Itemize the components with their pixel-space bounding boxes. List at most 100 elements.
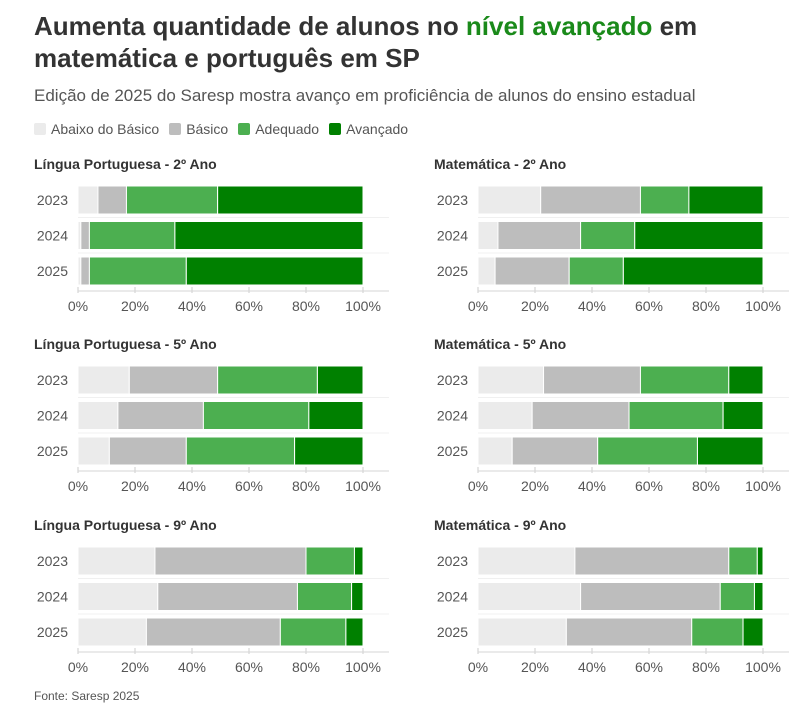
y-category-label: 2023	[437, 192, 468, 208]
source-note: Fonte: Saresp 2025	[34, 689, 140, 703]
legend-label: Avançado	[346, 121, 409, 137]
x-tick-label: 80%	[692, 298, 720, 314]
bar-segment	[77, 617, 147, 647]
x-tick-label: 100%	[345, 298, 381, 314]
y-category-label: 2023	[37, 192, 68, 208]
bar-segment	[154, 546, 307, 576]
bar-segment	[477, 617, 567, 647]
bar-segment	[634, 221, 764, 250]
bar-segment	[722, 401, 764, 430]
chart-title-mat-9: Matemática - 9º Ano	[434, 517, 567, 533]
y-category-label: 2024	[437, 408, 468, 424]
bar-segment	[88, 221, 176, 250]
x-tick-label: 60%	[235, 659, 263, 675]
x-tick-label: 40%	[178, 298, 206, 314]
bar-segment	[580, 582, 721, 611]
chart-lp-2ano: 0% 20% 40% 60% 80% 100% 2023 2024 2025	[37, 185, 389, 314]
y-category-label: 2025	[437, 624, 468, 640]
bar-segment	[688, 185, 764, 215]
y-category-label: 2024	[437, 228, 468, 244]
bar-segment	[308, 401, 364, 430]
chart-title-lp-5: Língua Portuguesa - 5º Ano	[34, 336, 217, 352]
bar-segment	[494, 256, 570, 286]
bar-segment	[125, 185, 219, 215]
legend-label: Abaixo do Básico	[51, 121, 160, 137]
bar-segment	[80, 221, 90, 250]
x-tick-label: 100%	[745, 478, 781, 494]
title-part-1: Aumenta quantidade de alunos no	[34, 11, 466, 41]
title-part-2: em matemática e português em SP	[34, 11, 698, 73]
chart-lp-9ano: 0% 20% 40% 60% 80% 100% 2023 2024 2025	[37, 546, 389, 675]
x-tick-label: 100%	[745, 659, 781, 675]
bar-segment	[477, 365, 545, 395]
x-tick-label: 80%	[692, 659, 720, 675]
bar-segment	[97, 185, 127, 215]
bar-segment	[77, 582, 159, 611]
x-tick-label: 60%	[635, 298, 663, 314]
y-category-label: 2025	[37, 624, 68, 640]
chart-mat-2ano: 0% 20% 40% 60% 80% 100% 2023 2024 2025	[437, 185, 789, 314]
x-tick-label: 0%	[468, 659, 488, 675]
bar-segment	[77, 546, 156, 576]
bar-segment	[574, 546, 730, 576]
bar-segment	[185, 436, 296, 466]
bar-segment	[202, 401, 310, 430]
bar-segment	[174, 221, 364, 250]
chart-mat-9ano: 0% 20% 40% 60% 80% 100% 2023 2024 2025	[437, 546, 789, 675]
x-tick-label: 80%	[292, 478, 320, 494]
page-subtitle: Edição de 2025 do Saresp mostra avanço e…	[34, 86, 696, 105]
y-category-label: 2025	[437, 263, 468, 279]
bar-segment	[294, 436, 364, 466]
x-tick-label: 20%	[521, 659, 549, 675]
bar-segment	[128, 365, 219, 395]
x-tick-label: 60%	[235, 478, 263, 494]
y-category-label: 2024	[437, 589, 468, 605]
chart-title-lp-9: Língua Portuguesa - 9º Ano	[34, 517, 217, 533]
bar-segment	[353, 546, 364, 576]
x-tick-label: 60%	[235, 298, 263, 314]
chart-title-lp-2: Língua Portuguesa - 2º Ano	[34, 156, 217, 172]
page-title: Aumenta quantidade de alunos no nível av…	[34, 10, 794, 74]
x-tick-label: 20%	[121, 478, 149, 494]
bar-segment	[157, 582, 298, 611]
bar-segment	[477, 221, 499, 250]
x-tick-label: 80%	[292, 298, 320, 314]
bar-segment	[597, 436, 698, 466]
y-category-label: 2023	[37, 553, 68, 569]
legend-item-abaixo: Abaixo do Básico	[34, 121, 159, 137]
bar-segment	[108, 436, 187, 466]
x-tick-label: 0%	[68, 659, 88, 675]
bar-segment	[622, 256, 764, 286]
bar-segment	[185, 256, 364, 286]
bar-segment	[639, 365, 730, 395]
y-category-label: 2025	[437, 443, 468, 459]
bar-segment	[117, 401, 204, 430]
y-category-label: 2024	[37, 589, 68, 605]
bar-segment	[568, 256, 624, 286]
x-tick-label: 40%	[178, 478, 206, 494]
y-category-label: 2024	[37, 408, 68, 424]
bar-segment	[279, 617, 347, 647]
chart-title-mat-5: Matemática - 5º Ano	[434, 336, 567, 352]
bar-segment	[351, 582, 364, 611]
bar-segment	[628, 401, 724, 430]
bar-segment	[728, 546, 758, 576]
bar-segment	[477, 582, 582, 611]
legend-swatch	[238, 123, 251, 135]
bar-segment	[719, 582, 755, 611]
chart-lp-5ano: 0% 20% 40% 60% 80% 100% 2023 2024 2025	[37, 365, 389, 494]
legend-item-avancado: Avançado	[329, 121, 408, 137]
x-tick-label: 20%	[121, 298, 149, 314]
x-tick-label: 20%	[121, 659, 149, 675]
x-tick-label: 0%	[468, 478, 488, 494]
bar-segment	[345, 617, 364, 647]
y-category-label: 2023	[37, 372, 68, 388]
bar-segment	[80, 256, 90, 286]
x-tick-label: 20%	[521, 478, 549, 494]
bar-segment	[497, 221, 582, 250]
title-highlight: nível avançado	[465, 11, 653, 41]
chart-legend: Abaixo do Básico Básico Adequado Avançad…	[34, 121, 408, 137]
bar-segment	[316, 365, 364, 395]
x-tick-label: 100%	[345, 659, 381, 675]
y-category-label: 2023	[437, 553, 468, 569]
